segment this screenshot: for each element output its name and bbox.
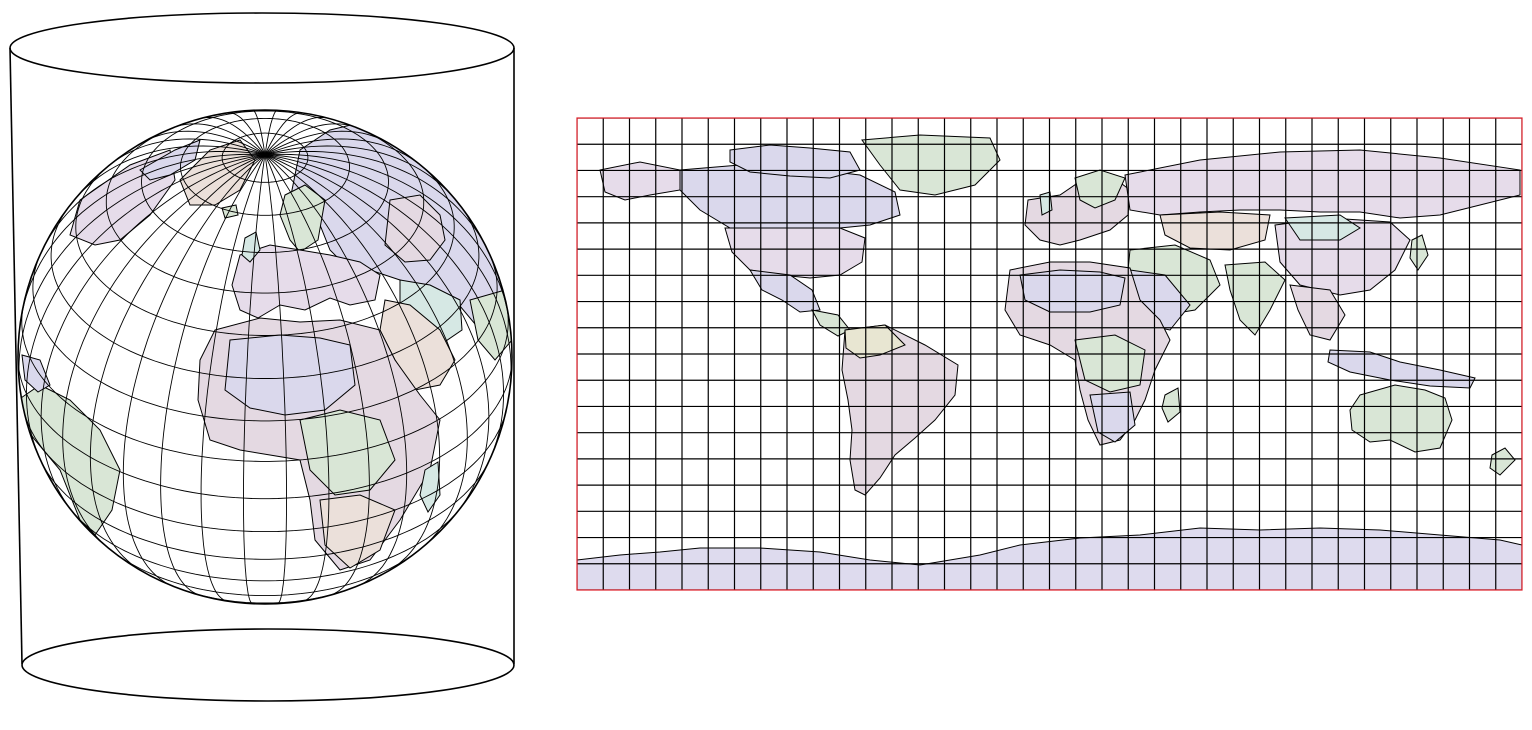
globe [17, 109, 513, 605]
globe-parallel [40, 460, 490, 560]
globe-meridian [264, 154, 408, 586]
globe-outline [17, 109, 513, 605]
globe-meridian [62, 154, 266, 546]
map-land-australia [1349, 384, 1453, 453]
map-land-africa-south [1089, 391, 1136, 443]
cylinder-left-edge [9, 47, 23, 665]
globe-parallel [75, 164, 455, 336]
globe-parallel [180, 117, 350, 216]
globe-meridian [20, 153, 266, 317]
globe-graticule [18, 110, 512, 604]
map-land-south-america [841, 324, 959, 496]
globe-parallel [221, 132, 309, 183]
globe-meridian [74, 145, 266, 200]
globe-meridian [264, 154, 505, 461]
map-graticule [577, 118, 1522, 590]
globe-meridian [89, 154, 266, 570]
globe-meridian [25, 154, 266, 461]
globe-parallel [24, 413, 506, 533]
map-land-southeast-asia [1289, 284, 1346, 341]
globe-meridian [264, 153, 510, 317]
globe-land-greenland [179, 139, 256, 206]
map-land-central-america [811, 309, 851, 337]
globe-meridian [264, 138, 421, 166]
globe-parallel [50, 207, 480, 379]
globe-parallel [141, 110, 389, 254]
globe-meridian [264, 145, 456, 200]
globe-meridian [264, 154, 468, 546]
globe-meridian [252, 110, 266, 155]
globe-parallel [21, 304, 509, 462]
globe-meridian [264, 112, 301, 155]
globe-meridian [109, 138, 266, 166]
map-land-kazakhstan [1159, 211, 1271, 251]
map-land-madagascar [1161, 387, 1181, 423]
globe-land-europe [231, 244, 381, 319]
cylinder-bottom-ellipse [21, 628, 515, 702]
globe-meridian [264, 130, 387, 156]
globe-meridian [264, 150, 487, 248]
cylinder-top-ellipse [9, 12, 515, 84]
map-frame [576, 117, 1523, 591]
cylinder [9, 12, 515, 702]
globe-parallel [105, 126, 425, 294]
globe-meridian [264, 110, 278, 155]
globe-meridian [143, 130, 266, 156]
globe-parallel [32, 257, 498, 422]
globe-meridian [43, 150, 266, 248]
world-map [576, 117, 1523, 591]
globe-parallel [113, 552, 417, 597]
globe-meridian [122, 154, 266, 586]
map-land-africa-north [1019, 269, 1126, 313]
map-land-mongolia [1284, 214, 1361, 241]
globe-land-scandinavia [279, 184, 326, 253]
map-land-russia [1124, 149, 1521, 219]
globe-meridian [264, 154, 370, 596]
map-land-japan [1409, 234, 1429, 271]
map-land-arctic-islands [729, 144, 861, 179]
map-land-india [1224, 261, 1286, 336]
map-land-colombia-venezuela [844, 324, 906, 359]
map-land-alaska [599, 161, 681, 201]
globe-meridian [229, 112, 266, 155]
globe-land-africa-central [299, 409, 396, 496]
globe-land-africa-south [319, 494, 396, 569]
globe-meridian [160, 154, 266, 596]
map-land-greenland [861, 134, 1001, 196]
globe-parallel [18, 359, 512, 500]
globe-parallel [70, 509, 460, 582]
globe-meridian [264, 154, 441, 570]
